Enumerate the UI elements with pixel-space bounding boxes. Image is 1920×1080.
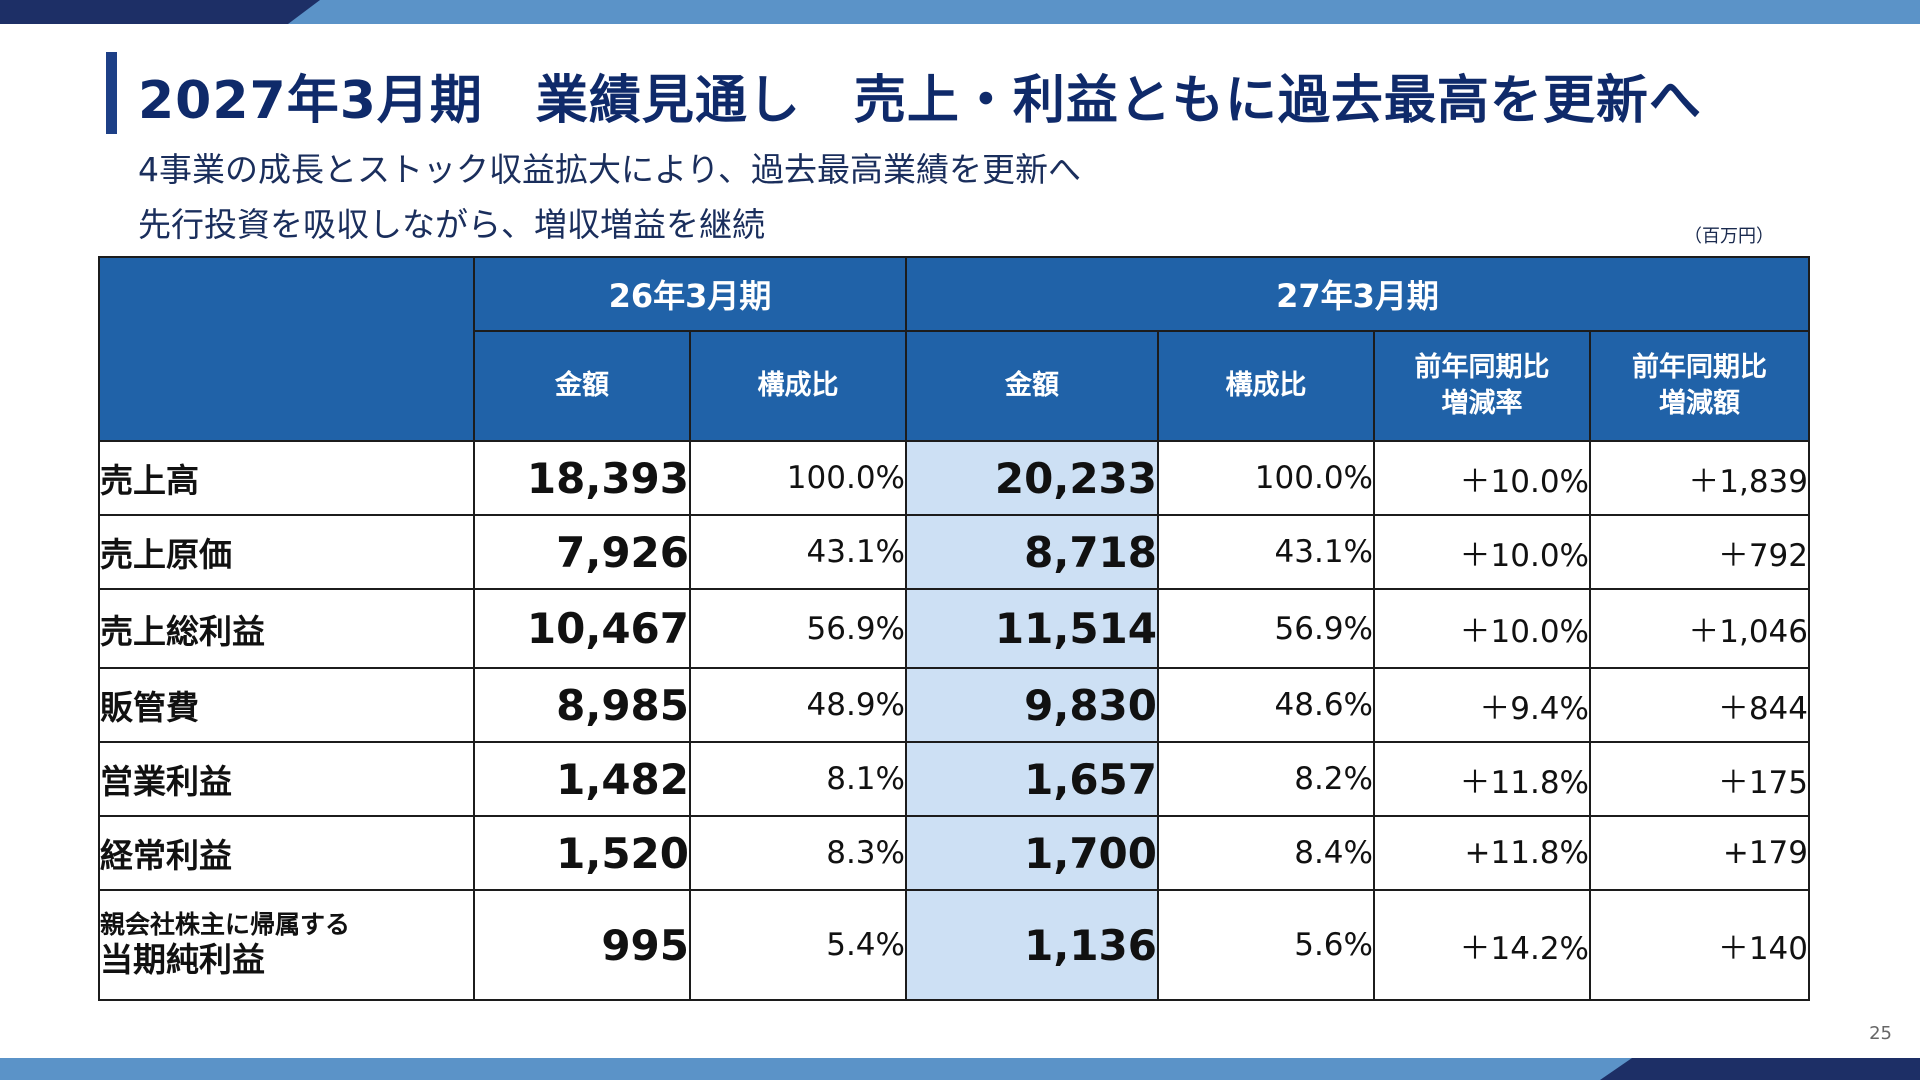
row-label: 売上高 <box>98 440 475 516</box>
subtitle-line-2: 先行投資を吸収しながら、増収増益を継続 <box>138 205 765 244</box>
bottom-band-accent <box>1600 1058 1920 1080</box>
bottom-band <box>0 1058 1920 1080</box>
header-fy27-amount: 金額 <box>905 330 1159 442</box>
subtitle-line-1: 4事業の成長とストック収益拡大により、過去最高業績を更新へ <box>138 150 1082 189</box>
yoy-rate: ＋10.0% <box>1373 514 1591 590</box>
fy27-ratio: 8.2% <box>1157 741 1375 817</box>
yoy-amount: ＋844 <box>1589 667 1810 743</box>
yoy-rate: ＋11.8% <box>1373 741 1591 817</box>
fy27-amount: 1,700 <box>905 815 1159 891</box>
fy26-amount: 1,482 <box>473 741 691 817</box>
fy26-amount: 18,393 <box>473 440 691 516</box>
period-header-fy27: 27年3月期 <box>905 256 1810 332</box>
fy26-ratio: 8.1% <box>689 741 907 817</box>
table-row: 売上総利益 10,467 56.9% 11,514 56.9% ＋10.0% ＋… <box>98 588 1810 669</box>
yoy-rate: +11.8% <box>1373 815 1591 891</box>
header-yoy-amount-line2: 増減額 <box>1659 388 1740 419</box>
title-accent-bar <box>106 52 117 134</box>
period-header-fy26: 26年3月期 <box>473 256 907 332</box>
page-number: 25 <box>1869 1023 1892 1044</box>
row-label: 売上総利益 <box>98 588 475 669</box>
unit-label: （百万円） <box>1684 226 1774 247</box>
fy26-amount: 1,520 <box>473 815 691 891</box>
header-yoy-rate-line2: 増減率 <box>1441 388 1523 419</box>
yoy-amount: +179 <box>1589 815 1810 891</box>
header-fy26-ratio: 構成比 <box>689 330 907 442</box>
fy27-amount: 8,718 <box>905 514 1159 590</box>
table-corner-header <box>98 256 475 442</box>
fy27-amount: 1,657 <box>905 741 1159 817</box>
fy26-ratio: 5.4% <box>689 889 907 1001</box>
header-fy26-amount: 金額 <box>473 330 691 442</box>
yoy-amount: ＋792 <box>1589 514 1810 590</box>
header-fy27-ratio: 構成比 <box>1157 330 1375 442</box>
yoy-amount: ＋175 <box>1589 741 1810 817</box>
row-label-main: 当期純利益 <box>100 940 265 980</box>
row-label: 親会社株主に帰属する 当期純利益 <box>98 889 475 1001</box>
yoy-amount: ＋1,046 <box>1589 588 1810 669</box>
yoy-amount: ＋1,839 <box>1589 440 1810 516</box>
header-yoy-amount-line1: 前年同期比 <box>1632 351 1767 383</box>
yoy-rate: ＋9.4% <box>1373 667 1591 743</box>
fy27-ratio: 8.4% <box>1157 815 1375 891</box>
fy27-ratio: 43.1% <box>1157 514 1375 590</box>
row-label: 営業利益 <box>98 741 475 817</box>
row-label: 売上原価 <box>98 514 475 590</box>
fy27-amount: 1,136 <box>905 889 1159 1001</box>
fy26-amount: 995 <box>473 889 691 1001</box>
fy26-amount: 10,467 <box>473 588 691 669</box>
fy26-ratio: 56.9% <box>689 588 907 669</box>
fy26-ratio: 8.3% <box>689 815 907 891</box>
fy27-amount: 20,233 <box>905 440 1159 516</box>
fy27-amount: 9,830 <box>905 667 1159 743</box>
top-band-accent <box>0 0 320 24</box>
row-label: 経常利益 <box>98 815 475 891</box>
fy27-ratio: 56.9% <box>1157 588 1375 669</box>
table-row: 営業利益 1,482 8.1% 1,657 8.2% ＋11.8% ＋175 <box>98 741 1810 817</box>
table-row: 売上高 18,393 100.0% 20,233 100.0% ＋10.0% ＋… <box>98 440 1810 516</box>
top-band <box>0 0 1920 24</box>
fy26-ratio: 43.1% <box>689 514 907 590</box>
page-title: 2027年3月期 業績見通し 売上・利益ともに過去最高を更新へ <box>138 71 1702 131</box>
table-row: 経常利益 1,520 8.3% 1,700 8.4% +11.8% +179 <box>98 815 1810 891</box>
fy26-amount: 7,926 <box>473 514 691 590</box>
fy27-ratio: 5.6% <box>1157 889 1375 1001</box>
fy27-amount: 11,514 <box>905 588 1159 669</box>
table-row: 親会社株主に帰属する 当期純利益 995 5.4% 1,136 5.6% ＋14… <box>98 889 1810 1001</box>
yoy-amount: ＋140 <box>1589 889 1810 1001</box>
fy26-amount: 8,985 <box>473 667 691 743</box>
header-yoy-rate: 前年同期比 増減率 <box>1373 330 1591 442</box>
yoy-rate: ＋10.0% <box>1373 440 1591 516</box>
header-yoy-rate-line1: 前年同期比 <box>1414 351 1550 383</box>
header-yoy-amount: 前年同期比 増減額 <box>1589 330 1810 442</box>
row-label: 販管費 <box>98 667 475 743</box>
yoy-rate: ＋14.2% <box>1373 889 1591 1001</box>
yoy-rate: ＋10.0% <box>1373 588 1591 669</box>
table-row: 売上原価 7,926 43.1% 8,718 43.1% ＋10.0% ＋792 <box>98 514 1810 590</box>
table-row: 販管費 8,985 48.9% 9,830 48.6% ＋9.4% ＋844 <box>98 667 1810 743</box>
fy26-ratio: 48.9% <box>689 667 907 743</box>
fy27-ratio: 48.6% <box>1157 667 1375 743</box>
fy26-ratio: 100.0% <box>689 440 907 516</box>
fy27-ratio: 100.0% <box>1157 440 1375 516</box>
row-label-prefix: 親会社株主に帰属する <box>100 910 351 940</box>
forecast-table: 26年3月期 27年3月期 金額 構成比 金額 構成比 前年同期比 増減率 前年… <box>98 256 1810 1001</box>
